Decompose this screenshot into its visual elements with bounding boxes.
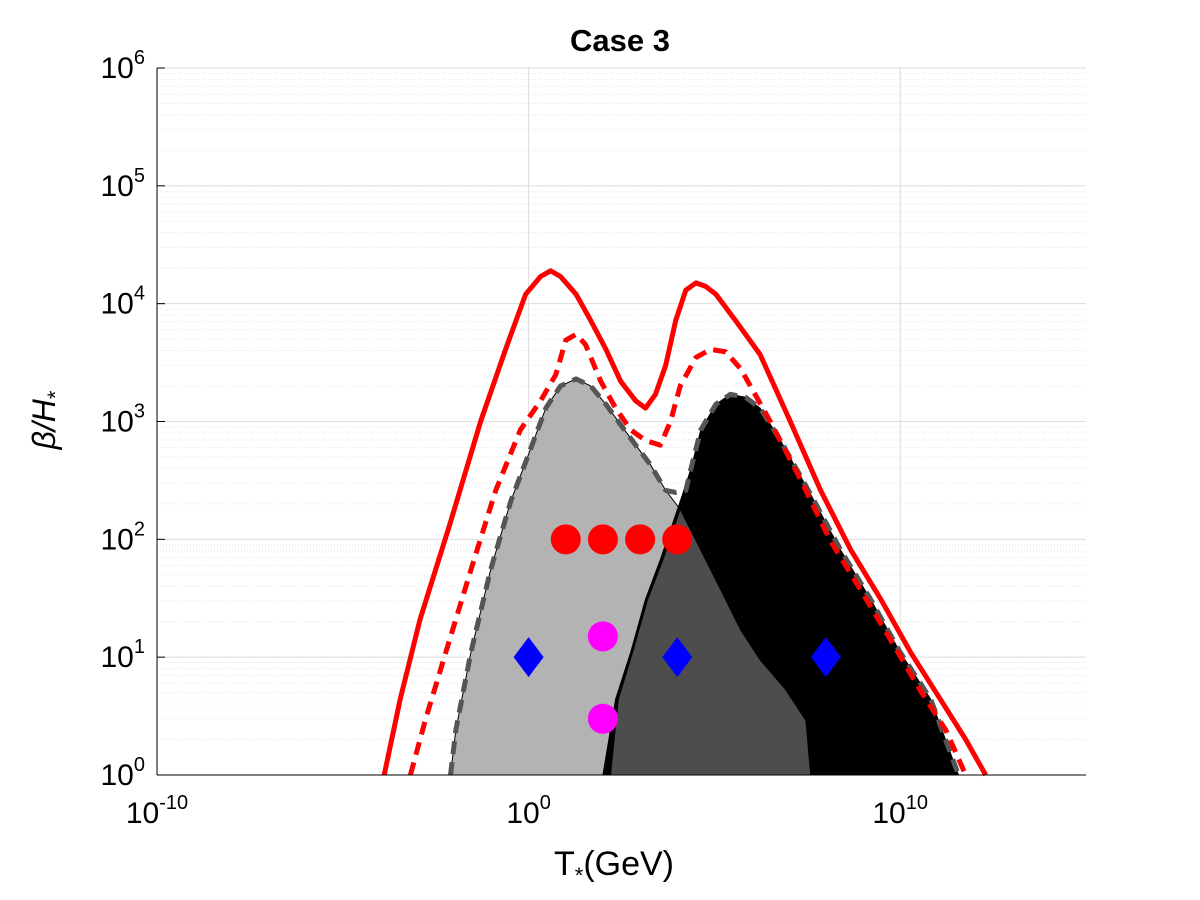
diamond-point [662,637,693,678]
x-tick-exp: -10 [159,792,188,814]
x-label-base: T [554,845,575,883]
y-label-sub: * [43,390,68,399]
x-tick-label: 100 [506,792,551,830]
y-label-base: β/H [26,398,62,450]
y-tick-exp: 3 [134,401,145,423]
y-tick-exp: 5 [134,165,145,187]
y-tick-exp: 0 [134,754,145,776]
y-tick-base: 10 [101,406,134,439]
contour-line [407,331,968,777]
y-tick-label: 102 [101,518,146,556]
y-tick-base: 10 [101,759,134,792]
circle-point [587,524,618,555]
circle-point [587,621,618,652]
x-axis-label: T*(GeV) [554,845,674,888]
x-tick-base: 10 [872,797,905,830]
y-axis-label: β/H* [26,390,68,450]
circle-point [662,524,693,555]
x-tick-exp: 0 [540,792,551,814]
contour-line [381,268,988,777]
x-tick-exp: 10 [906,792,928,814]
region-area [609,508,812,776]
x-tick-label: 10-10 [126,792,188,830]
y-tick-label: 106 [101,47,146,85]
x-label-rest: (GeV) [583,845,674,883]
y-tick-base: 10 [101,170,134,203]
diamond-point [513,637,544,678]
y-tick-exp: 6 [134,47,145,69]
x-tick-base: 10 [126,797,159,830]
x-label-sub: * [575,863,584,888]
y-tick-exp: 2 [134,518,145,540]
circle-point [550,524,581,555]
y-tick-label: 105 [101,165,146,203]
x-tick-label: 1010 [872,792,928,830]
x-tick-base: 10 [506,797,539,830]
y-tick-label: 104 [101,283,146,321]
y-tick-base: 10 [101,288,134,321]
circle-point [587,703,618,734]
y-tick-exp: 4 [134,283,145,305]
y-tick-label: 100 [101,754,146,792]
diamond-point [810,637,841,678]
y-tick-exp: 1 [134,636,145,658]
circle-point [625,524,656,555]
contour-line [448,376,961,776]
y-tick-base: 10 [101,523,134,556]
y-tick-base: 10 [101,641,134,674]
y-tick-label: 103 [101,401,146,439]
grid [156,67,1086,776]
chart-title: Case 3 [570,23,670,58]
y-tick-base: 10 [101,52,134,85]
y-tick-label: 101 [101,636,146,674]
